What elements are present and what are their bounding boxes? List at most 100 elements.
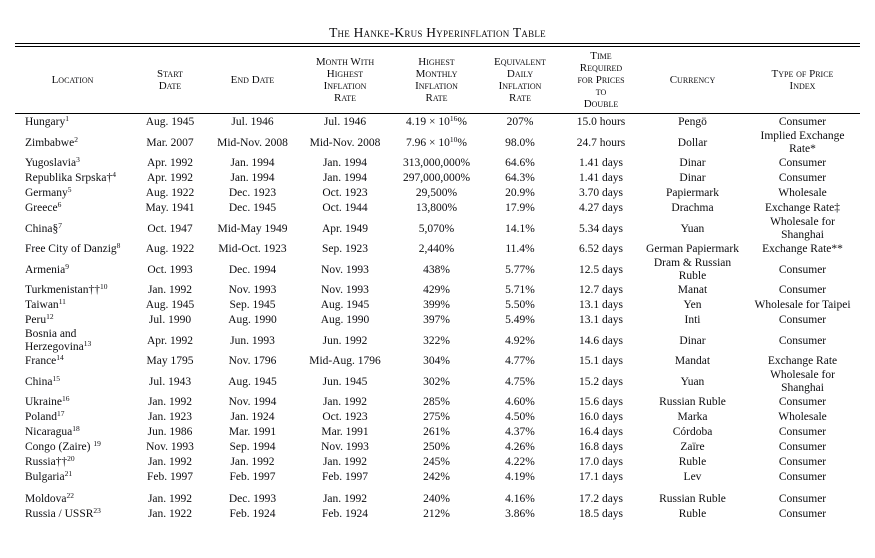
start-date-cell: Apr. 1992 [147, 157, 193, 169]
price-index-cell: Consumer [778, 172, 827, 184]
doubling-time-cell: 16.0 days [578, 411, 624, 423]
table-row: Zimbabwe2 Mar. 2007 Mid-Nov. 2008 Mid-No… [15, 130, 860, 156]
currency-cell: Dram & Russian Ruble [653, 257, 732, 282]
location-cell: Republika Srpska†4 [15, 171, 130, 185]
footnote-marker: 9 [65, 261, 69, 271]
rate-value: 2,440% [418, 243, 455, 255]
start-date-cell: Jan. 1992 [147, 284, 193, 296]
peak-month-cell: Oct. 1923 [322, 411, 368, 423]
location-name: Germany [25, 187, 68, 199]
location-name: Greece [25, 202, 58, 214]
monthly-rate-cell: 261% [395, 426, 478, 439]
start-date-cell: Jul. 1943 [148, 375, 192, 388]
doubling-time-cell: 1.41 days [578, 157, 624, 169]
daily-rate-cell: 3.86% [505, 508, 535, 520]
footnote-marker: 12 [46, 312, 54, 321]
end-date-cell: Nov. 1796 [228, 355, 277, 367]
daily-rate-cell: 17.9% [505, 202, 535, 214]
currency-cell: Ruble [678, 456, 707, 468]
monthly-rate-cell: 29,500% [395, 187, 478, 200]
peak-month-cell: Feb. 1924 [322, 508, 368, 520]
doubling-time-cell: 17.0 days [578, 456, 624, 468]
footnote-marker: 20 [67, 454, 75, 463]
doubling-time-cell: 15.1 days [578, 355, 624, 367]
currency-cell: Dinar [679, 157, 706, 169]
start-date-cell: Jul. 1990 [148, 314, 192, 326]
peak-month-cell: Jun. 1945 [322, 375, 368, 388]
end-date-cell: Nov. 1994 [228, 396, 277, 408]
daily-rate-cell: 14.1% [505, 222, 535, 235]
rate-value: 438% [423, 263, 450, 276]
currency-cell: Dinar [679, 172, 706, 184]
col-header-doubling-time: Time Required for Prices to Double [577, 50, 625, 110]
rate-value: 13,800% [415, 202, 458, 214]
price-index-cell: Consumer [778, 263, 827, 276]
start-date-cell: Apr. 1992 [147, 334, 193, 347]
peak-month-cell: Jul. 1946 [323, 116, 367, 128]
rate-value: 275% [423, 411, 450, 423]
end-date-cell: Jan. 1924 [230, 411, 275, 423]
rate-value: 212% [423, 508, 450, 520]
location-name: Hungary [25, 116, 66, 128]
end-date-cell: Aug. 1945 [228, 375, 277, 388]
col-header-start-date: Start Date [157, 68, 183, 92]
footnote-marker: 8 [116, 241, 121, 250]
daily-rate-cell: 4.50% [505, 411, 535, 423]
rate-value: 240% [423, 493, 450, 505]
doubling-time-cell: 15.0 hours [576, 116, 626, 128]
price-index-cell: Implied Exchange Rate* [760, 130, 845, 155]
location-name: France [25, 355, 57, 367]
currency-cell: Yuan [680, 222, 705, 235]
daily-rate-cell: 5.77% [505, 263, 535, 276]
table-row: China§7 Oct. 1947 Mid-May 1949 Apr. 1949… [15, 216, 860, 242]
location-name: Moldova [25, 493, 67, 505]
end-date-cell: Dec. 1993 [228, 493, 277, 505]
daily-rate-cell: 98.0% [505, 136, 535, 149]
daily-rate-cell: 4.92% [505, 334, 535, 347]
end-date-cell: Dec. 1923 [228, 187, 277, 199]
col-header-monthly-rate: Highest Monthly Inflation Rate [415, 56, 458, 104]
table-row: Moldova22 Jan. 1992 Dec. 1993 Jan. 1992 … [15, 492, 860, 507]
currency-cell: Dinar [679, 334, 706, 347]
price-index-cell: Wholesale [778, 187, 827, 199]
currency-cell: Marka [677, 411, 708, 423]
rate-value: 29,500% [415, 187, 458, 199]
end-date-cell: Jun. 1993 [230, 334, 275, 347]
monthly-rate-cell: 304% [395, 355, 478, 368]
table-row: Bosnia and Herzegovina13 Apr. 1992 Jun. … [15, 328, 860, 354]
location-cell: Taiwan11 [15, 297, 130, 312]
location-cell: Moldova22 [15, 492, 130, 506]
doubling-time-cell: 17.1 days [578, 471, 624, 483]
peak-month-cell: Jan. 1992 [322, 493, 368, 505]
location-name: Peru [25, 314, 47, 326]
start-date-cell: Jan. 1992 [147, 456, 193, 468]
footnote-marker: 15 [52, 373, 60, 383]
doubling-time-cell: 24.7 hours [576, 136, 626, 149]
end-date-cell: Dec. 1994 [228, 263, 277, 276]
end-date-cell: Dec. 1945 [228, 202, 277, 214]
table-row: Taiwan11 Aug. 1945 Sep. 1945 Aug. 1945 3… [15, 298, 860, 313]
footnote-marker: 10 [99, 282, 108, 291]
location-cell: China§7 [15, 221, 130, 236]
location-cell: Bulgaria21 [15, 470, 130, 484]
location-name: Nicaragua [25, 426, 73, 438]
end-date-cell: Nov. 1993 [228, 284, 277, 296]
table-row: Turkmenistan††10 Jan. 1992 Nov. 1993 Nov… [15, 283, 860, 298]
footnote-marker: 11 [58, 297, 66, 306]
start-date-cell: Oct. 1993 [147, 263, 193, 276]
location-name: China [25, 375, 53, 388]
table-row: Bulgaria21 Feb. 1997 Feb. 1997 Feb. 1997… [15, 470, 860, 485]
rate-value: 297,000,000% [402, 172, 471, 184]
peak-month-cell: Feb. 1997 [322, 471, 368, 483]
price-index-cell: Consumer [778, 284, 827, 296]
monthly-rate-cell: 250% [395, 441, 478, 454]
price-index-cell: Consumer [778, 493, 827, 505]
doubling-time-cell: 15.6 days [578, 396, 624, 408]
table-header: Location Start Date End Date Month With … [15, 47, 860, 114]
location-cell: Free City of Danzig8 [15, 241, 130, 256]
rate-value: 245% [423, 456, 450, 468]
monthly-rate-cell: 4.19 × 1016% [395, 115, 478, 129]
monthly-rate-cell: 245% [395, 456, 478, 469]
end-date-cell: Jul. 1946 [231, 116, 274, 128]
currency-cell: Yuan [680, 375, 705, 388]
